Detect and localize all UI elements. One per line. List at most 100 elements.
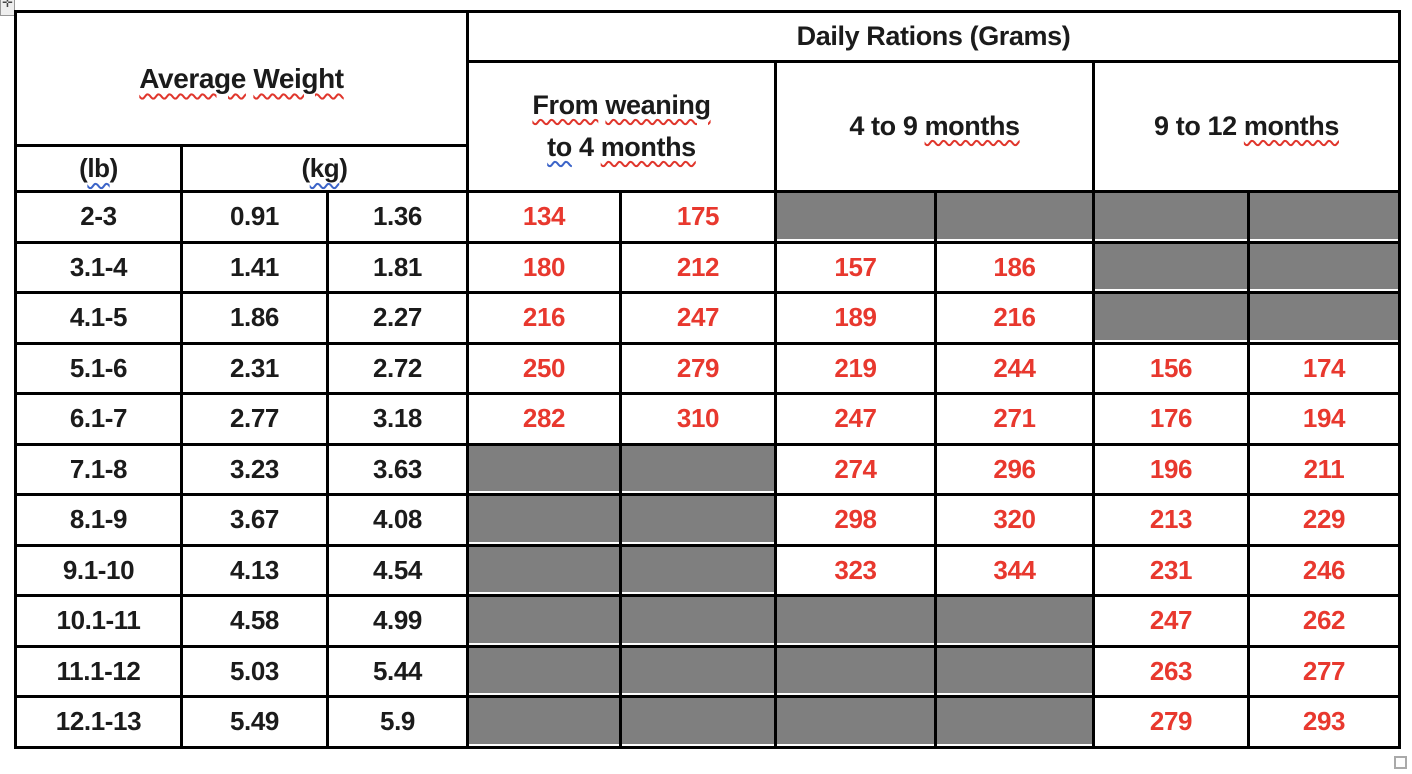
blocked-cell[interactable] — [1250, 193, 1401, 244]
blocked-cell[interactable] — [937, 193, 1095, 244]
weight-lb-cell[interactable]: 7.1-8 — [17, 445, 183, 496]
weight-lb-cell[interactable]: 8.1-9 — [17, 496, 183, 547]
weight-kg-cell[interactable]: 1.86 — [183, 294, 329, 345]
ration-value-cell[interactable]: 212 — [622, 243, 777, 294]
blocked-cell[interactable] — [777, 647, 937, 698]
9-to-12-months-header-cell[interactable]: 9 to 12 months — [1095, 63, 1401, 193]
kg-column-header-cell[interactable]: (kg) — [183, 147, 469, 193]
ration-value-cell[interactable]: 323 — [777, 546, 937, 597]
blocked-cell[interactable] — [777, 698, 937, 749]
ration-value-cell[interactable]: 180 — [469, 243, 622, 294]
ration-value-cell[interactable]: 175 — [622, 193, 777, 244]
blocked-cell[interactable] — [469, 647, 622, 698]
blocked-cell[interactable] — [937, 647, 1095, 698]
ration-value-cell[interactable]: 296 — [937, 445, 1095, 496]
blocked-cell[interactable] — [469, 445, 622, 496]
blocked-cell[interactable] — [937, 597, 1095, 648]
blocked-cell[interactable] — [469, 698, 622, 749]
ration-value-cell[interactable]: 134 — [469, 193, 622, 244]
blocked-cell[interactable] — [1095, 193, 1250, 244]
ration-value-cell[interactable]: 263 — [1095, 647, 1250, 698]
weaning-to-4-months-header-cell[interactable]: From weaning to 4 months — [469, 63, 777, 193]
ration-value-cell[interactable]: 246 — [1250, 546, 1401, 597]
ration-value-cell[interactable]: 262 — [1250, 597, 1401, 648]
ration-value-cell[interactable]: 250 — [469, 344, 622, 395]
weight-kg-cell[interactable]: 2.27 — [329, 294, 469, 345]
blocked-cell[interactable] — [622, 546, 777, 597]
ration-value-cell[interactable]: 274 — [777, 445, 937, 496]
weight-lb-cell[interactable]: 11.1-12 — [17, 647, 183, 698]
ration-value-cell[interactable]: 156 — [1095, 344, 1250, 395]
average-weight-header-cell[interactable]: Average Weight — [17, 13, 469, 147]
weight-kg-cell[interactable]: 2.31 — [183, 344, 329, 395]
weight-kg-cell[interactable]: 4.58 — [183, 597, 329, 648]
blocked-cell[interactable] — [937, 698, 1095, 749]
daily-rations-header-cell[interactable]: Daily Rations (Grams) — [469, 13, 1401, 63]
ration-value-cell[interactable]: 157 — [777, 243, 937, 294]
ration-value-cell[interactable]: 231 — [1095, 546, 1250, 597]
ration-value-cell[interactable]: 176 — [1095, 395, 1250, 446]
blocked-cell[interactable] — [469, 597, 622, 648]
weight-kg-cell[interactable]: 5.9 — [329, 698, 469, 749]
weight-kg-cell[interactable]: 0.91 — [183, 193, 329, 244]
weight-lb-cell[interactable]: 10.1-11 — [17, 597, 183, 648]
ration-value-cell[interactable]: 247 — [622, 294, 777, 345]
weight-kg-cell[interactable]: 5.44 — [329, 647, 469, 698]
weight-kg-cell[interactable]: 4.13 — [183, 546, 329, 597]
blocked-cell[interactable] — [622, 698, 777, 749]
ration-value-cell[interactable]: 293 — [1250, 698, 1401, 749]
weight-kg-cell[interactable]: 3.67 — [183, 496, 329, 547]
blocked-cell[interactable] — [622, 597, 777, 648]
table-move-handle-icon[interactable]: ✛ — [0, 0, 15, 16]
ration-value-cell[interactable]: 310 — [622, 395, 777, 446]
weight-lb-cell[interactable]: 6.1-7 — [17, 395, 183, 446]
weight-kg-cell[interactable]: 4.99 — [329, 597, 469, 648]
ration-value-cell[interactable]: 211 — [1250, 445, 1401, 496]
weight-lb-cell[interactable]: 9.1-10 — [17, 546, 183, 597]
blocked-cell[interactable] — [1095, 294, 1250, 345]
weight-kg-cell[interactable]: 3.23 — [183, 445, 329, 496]
weight-kg-cell[interactable]: 5.49 — [183, 698, 329, 749]
ration-value-cell[interactable]: 247 — [1095, 597, 1250, 648]
ration-value-cell[interactable]: 213 — [1095, 496, 1250, 547]
ration-value-cell[interactable]: 247 — [777, 395, 937, 446]
blocked-cell[interactable] — [1250, 243, 1401, 294]
blocked-cell[interactable] — [469, 546, 622, 597]
weight-kg-cell[interactable]: 1.36 — [329, 193, 469, 244]
ration-value-cell[interactable]: 196 — [1095, 445, 1250, 496]
weight-kg-cell[interactable]: 4.08 — [329, 496, 469, 547]
ration-value-cell[interactable]: 216 — [937, 294, 1095, 345]
weight-kg-cell[interactable]: 5.03 — [183, 647, 329, 698]
weight-kg-cell[interactable]: 4.54 — [329, 546, 469, 597]
weight-lb-cell[interactable]: 4.1-5 — [17, 294, 183, 345]
weight-kg-cell[interactable]: 1.41 — [183, 243, 329, 294]
blocked-cell[interactable] — [777, 597, 937, 648]
ration-value-cell[interactable]: 244 — [937, 344, 1095, 395]
blocked-cell[interactable] — [469, 496, 622, 547]
lb-column-header-cell[interactable]: (lb) — [17, 147, 183, 193]
ration-value-cell[interactable]: 277 — [1250, 647, 1401, 698]
ration-value-cell[interactable]: 282 — [469, 395, 622, 446]
ration-value-cell[interactable]: 189 — [777, 294, 937, 345]
4-to-9-months-header-cell[interactable]: 4 to 9 months — [777, 63, 1095, 193]
blocked-cell[interactable] — [622, 445, 777, 496]
ration-value-cell[interactable]: 279 — [622, 344, 777, 395]
ration-value-cell[interactable]: 186 — [937, 243, 1095, 294]
ration-value-cell[interactable]: 174 — [1250, 344, 1401, 395]
weight-lb-cell[interactable]: 12.1-13 — [17, 698, 183, 749]
ration-value-cell[interactable]: 344 — [937, 546, 1095, 597]
ration-value-cell[interactable]: 216 — [469, 294, 622, 345]
ration-value-cell[interactable]: 298 — [777, 496, 937, 547]
ration-value-cell[interactable]: 279 — [1095, 698, 1250, 749]
blocked-cell[interactable] — [622, 496, 777, 547]
blocked-cell[interactable] — [622, 647, 777, 698]
blocked-cell[interactable] — [1250, 294, 1401, 345]
weight-kg-cell[interactable]: 2.77 — [183, 395, 329, 446]
ration-value-cell[interactable]: 194 — [1250, 395, 1401, 446]
weight-kg-cell[interactable]: 3.18 — [329, 395, 469, 446]
weight-kg-cell[interactable]: 3.63 — [329, 445, 469, 496]
blocked-cell[interactable] — [777, 193, 937, 244]
ration-value-cell[interactable]: 320 — [937, 496, 1095, 547]
ration-value-cell[interactable]: 219 — [777, 344, 937, 395]
table-resize-handle[interactable] — [1394, 756, 1407, 769]
